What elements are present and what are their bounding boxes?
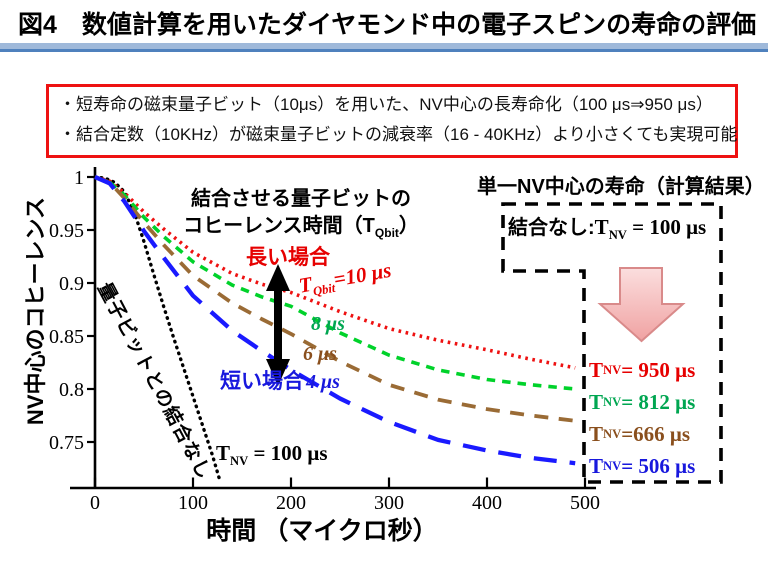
x-axis-label: 時間 （マイクロ秒） — [206, 517, 438, 545]
x-tick-label: 500 — [570, 492, 600, 514]
no-coupling-sub: NV — [608, 228, 627, 243]
lifetime-result-text: =666 μs — [621, 421, 691, 446]
tnv-sub: NV — [230, 454, 249, 469]
no-coupling-t: T — [594, 215, 609, 239]
tqbit-subscript: Qbit — [374, 226, 399, 240]
lifetime-result: T NV = 506 μs — [589, 450, 695, 482]
short-case-label: 短い場合 — [220, 370, 304, 393]
y-axis-label: NV中心のコヒーレンス — [23, 196, 48, 426]
series-curve — [94, 175, 576, 370]
curve-label-6us: 6 μs — [303, 343, 337, 365]
annotation-line2: コヒーレンス時間（T — [183, 215, 375, 237]
lifetime-result-text: = 950 μs — [621, 357, 696, 382]
lifetime-result: T NV =666 μs — [589, 418, 695, 450]
y-tick-label: 0.75 — [49, 432, 84, 454]
lifetime-result-text: NV — [603, 394, 622, 409]
y-tick-label: 0.95 — [49, 220, 84, 242]
x-tick-label: 100 — [178, 492, 208, 514]
annotation-line1: 結合させる量子ビットの — [190, 188, 411, 210]
long-case-label: 長い場合 — [246, 246, 330, 269]
lifetime-result-text: NV — [603, 362, 622, 377]
y-tick-label: 0.8 — [59, 379, 84, 401]
lifetime-results: T NV = 950 μs T NV = 812 μs T NV =666 μs T NV =… — [589, 354, 695, 482]
series-curve — [94, 175, 576, 466]
lifetime-result-text: T — [589, 357, 604, 382]
tnv-t: T — [216, 441, 231, 465]
lifetime-result: T NV = 950 μs — [589, 354, 695, 386]
page-title: 図4 数値計算を用いたダイヤモンド中の電子スピンの寿命の評価 — [18, 11, 757, 39]
lifetime-result-text: NV — [603, 426, 622, 441]
lifetime-result-text: = 812 μs — [621, 389, 696, 414]
result-panel-heading: 単一NV中心の寿命（計算結果） — [477, 176, 765, 198]
y-tick-label: 0.9 — [59, 273, 84, 295]
curves — [93, 175, 576, 484]
x-tick-label: 300 — [374, 492, 404, 514]
summary-box: ・短寿命の磁束量子ビット（10μs）を用いた、NV中心の長寿命化（100 μs⇒… — [46, 84, 738, 158]
y-tick-label: 0.85 — [49, 326, 84, 348]
lifetime-result-text: T — [589, 389, 604, 414]
no-coupling-result: 結合なし:TNV = 100 μs — [508, 211, 706, 243]
tqbit-sub: Qbit — [311, 280, 337, 299]
curve-label-8us: 8 μs — [311, 313, 345, 335]
y-tick-label: 1 — [74, 167, 84, 189]
no-coupling-value: = 100 μs — [626, 215, 707, 239]
qubit-coherence-annotation: 結合させる量子ビットの コヒーレンス時間（TQbit） — [183, 186, 419, 247]
lifetime-result-text: T — [589, 421, 604, 446]
lifetime-result-text: T — [589, 453, 604, 478]
x-tick-label: 0 — [90, 492, 100, 514]
axis-ticks: 0 100 200 300 400 500 1 0.95 0.9 0.85 0.8 0.75 — [49, 167, 600, 514]
series-curve — [94, 175, 576, 423]
range-arrow — [266, 264, 290, 386]
short-case-row: 短い場合 4 μs — [220, 365, 340, 395]
x-tick-label: 200 — [276, 492, 306, 514]
curve-label-4us: 4 μs — [306, 371, 340, 393]
tnv100-label: TNV = 100 μs — [216, 441, 328, 469]
summary-line-2: ・結合定数（10KHz）が磁束量子ビットの減衰率（16 - 40KHz）より小さ… — [59, 125, 738, 144]
result-box-outline — [501, 202, 723, 484]
title-underline-light — [0, 43, 768, 49]
lifetime-result-text: NV — [603, 458, 622, 473]
decrease-arrow-icon — [597, 267, 686, 343]
lifetime-result-text: = 506 μs — [621, 453, 696, 478]
x-tick-label: 400 — [472, 492, 502, 514]
tnv-value: = 100 μs — [248, 441, 328, 465]
annotation-line2-close: ） — [398, 215, 419, 237]
lifetime-result: T NV = 812 μs — [589, 386, 695, 418]
summary-line-1: ・短寿命の磁束量子ビット（10μs）を用いた、NV中心の長寿命化（100 μs⇒… — [59, 95, 713, 114]
series-curve — [94, 175, 576, 391]
title-underline-dark — [0, 49, 768, 52]
no-coupling-label: 結合なし: — [508, 217, 595, 239]
